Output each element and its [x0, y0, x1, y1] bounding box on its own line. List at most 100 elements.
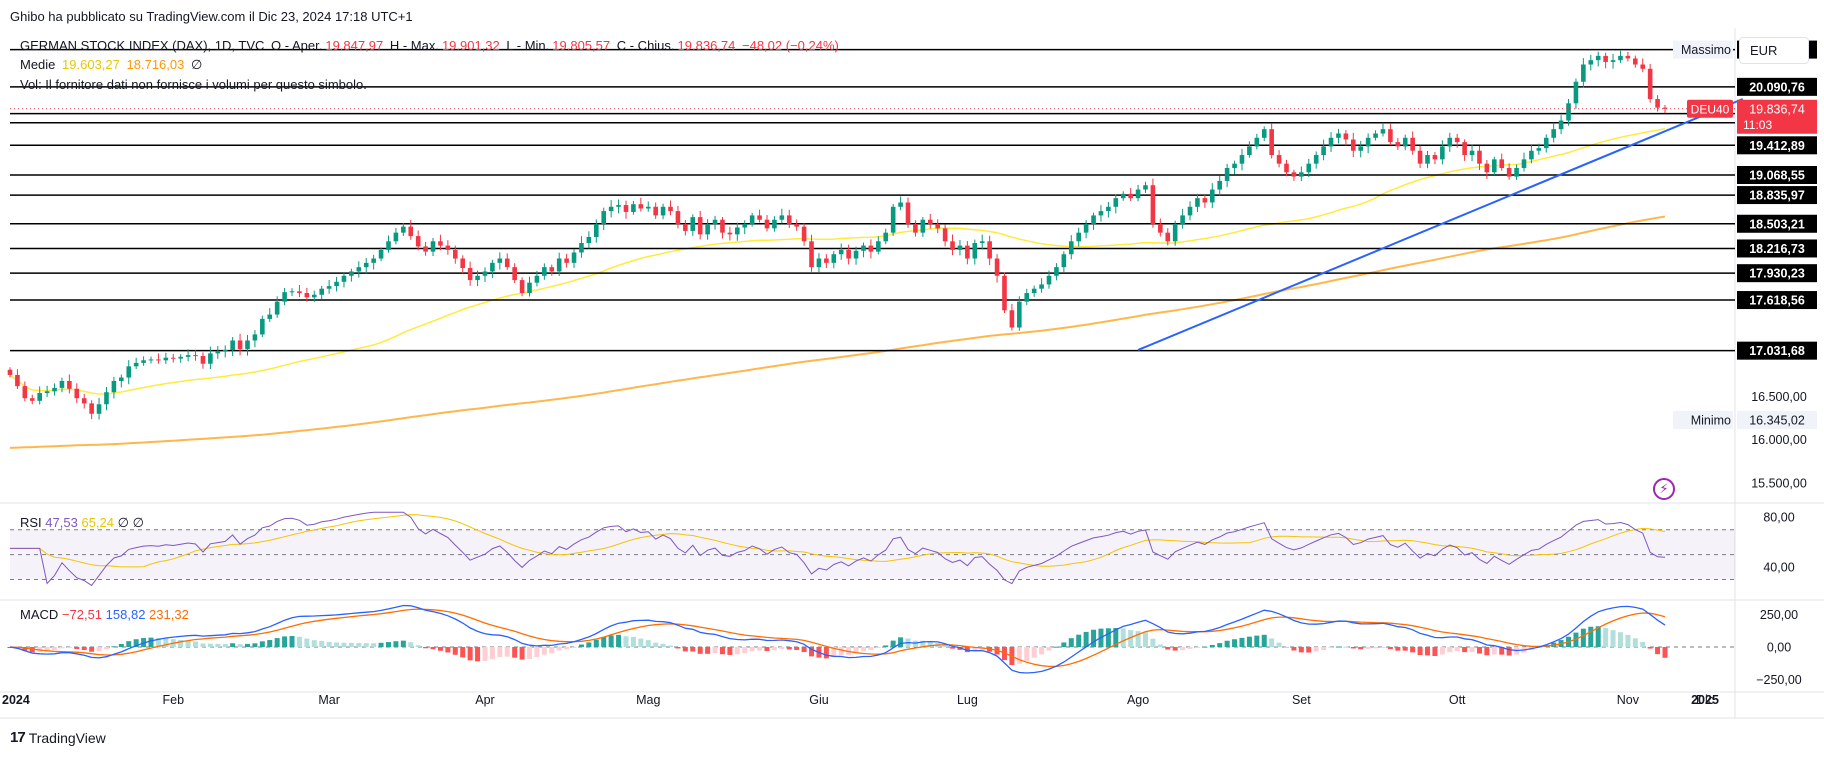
candle-body	[571, 252, 577, 263]
candle-body	[1247, 146, 1252, 156]
candle-body	[334, 281, 339, 287]
candle-body	[913, 224, 918, 233]
published-by-header: Ghibo ha pubblicato su TradingView.com i…	[10, 9, 413, 24]
macd-bar	[348, 642, 354, 647]
candle-body	[757, 215, 762, 220]
candle-body	[1514, 167, 1519, 177]
macd-bar	[950, 647, 956, 649]
macd-bar	[1061, 642, 1067, 647]
macd-bar	[1202, 646, 1208, 648]
candle-body	[200, 355, 206, 364]
macd-bar	[757, 647, 763, 651]
macd-bar	[527, 647, 533, 659]
macd-bar	[393, 641, 399, 647]
macd-bar	[1187, 647, 1193, 649]
macd-bar	[608, 635, 614, 647]
macd-bar	[371, 643, 377, 647]
change-value: −48,02 (−0,24%)	[742, 38, 839, 53]
candle-body	[1120, 193, 1126, 199]
candle-body	[601, 211, 607, 225]
rsi-ma-value: 65,24	[81, 515, 115, 530]
candle-body	[1217, 180, 1223, 190]
macd-bar	[1387, 647, 1393, 650]
candle-body	[1633, 58, 1638, 65]
candle-body	[378, 249, 384, 259]
macd-bar	[319, 641, 325, 647]
min-tag-bg	[1673, 411, 1733, 429]
macd-bar	[1165, 647, 1171, 650]
candle-body	[282, 292, 287, 302]
candle-body	[1618, 55, 1623, 61]
currency-button[interactable]: EUR	[1739, 37, 1809, 64]
min-value: 16.345,02	[1749, 414, 1805, 428]
macd-bar	[252, 643, 258, 647]
candle-body	[564, 258, 569, 263]
candle-body	[1195, 198, 1200, 207]
candle-body	[1492, 159, 1497, 173]
candle-body	[712, 219, 718, 225]
macd-bar	[1142, 632, 1148, 647]
candle-body	[156, 359, 161, 361]
macd-bar	[801, 647, 807, 653]
candle-body	[1662, 107, 1668, 109]
macd-bar	[118, 643, 124, 647]
macd-bar	[163, 638, 169, 647]
flash-icon[interactable]: ⚡	[1653, 478, 1675, 500]
level-label-bg	[1737, 291, 1817, 310]
macd-bar	[779, 647, 785, 650]
time-tick-label: Lug	[957, 693, 978, 707]
countdown-label: 11:03	[1743, 118, 1772, 132]
time-tick-label: Ago	[1127, 693, 1149, 707]
candle-body	[482, 271, 488, 276]
candle-body	[311, 294, 317, 298]
candle-body	[1187, 206, 1193, 216]
candle-body	[972, 243, 978, 259]
macd-bar	[912, 640, 918, 647]
level-label-text: 20.090,76	[1749, 80, 1805, 94]
macd-bar	[786, 647, 792, 650]
symbol-name: GERMAN STOCK INDEX (DAX), 1D, TVC	[20, 38, 265, 53]
macd-bar	[1617, 632, 1623, 647]
macd-bar	[1298, 647, 1304, 653]
macd-bar	[1647, 647, 1653, 649]
macd-bar	[883, 645, 889, 647]
candle-body	[623, 205, 629, 212]
candle-body	[126, 366, 132, 378]
candle-body	[1291, 172, 1297, 177]
macd-bar	[430, 647, 436, 650]
macd-bar	[237, 644, 243, 647]
candle-body	[356, 267, 362, 272]
price-tick-label: 15.500,00	[1751, 476, 1807, 490]
macd-bar	[1476, 647, 1482, 654]
macd-bar	[942, 645, 948, 647]
tradingview-logo[interactable]: 17 TradingView	[10, 729, 106, 746]
candle-body	[408, 226, 414, 237]
macd-bar	[467, 647, 473, 661]
candle-body	[170, 357, 176, 359]
macd-bar	[630, 636, 636, 647]
candle-body	[1009, 310, 1015, 328]
macd-bar	[326, 641, 332, 647]
macd-bar	[1046, 647, 1052, 651]
candle-body	[1506, 167, 1512, 177]
macd-bar	[719, 647, 725, 655]
macd-bar	[556, 647, 562, 651]
candle-body	[579, 243, 584, 253]
candle-body	[1276, 155, 1282, 164]
candle-body	[809, 241, 814, 268]
candle-body	[15, 374, 20, 387]
macd-bar	[1439, 647, 1445, 655]
time-tick-label: Set	[1292, 693, 1311, 707]
candle-body	[89, 403, 94, 414]
candle-body	[185, 355, 191, 357]
macd-bar	[1306, 647, 1312, 653]
level-label: 17.618,56	[1737, 291, 1817, 310]
candle-body	[527, 282, 532, 294]
macd-bar	[1254, 635, 1260, 647]
macd-bar	[838, 647, 844, 656]
candle-body	[490, 262, 495, 272]
macd-bar	[52, 647, 58, 651]
macd-bar	[1469, 647, 1475, 653]
macd-tick-label: 0,00	[1767, 641, 1791, 655]
